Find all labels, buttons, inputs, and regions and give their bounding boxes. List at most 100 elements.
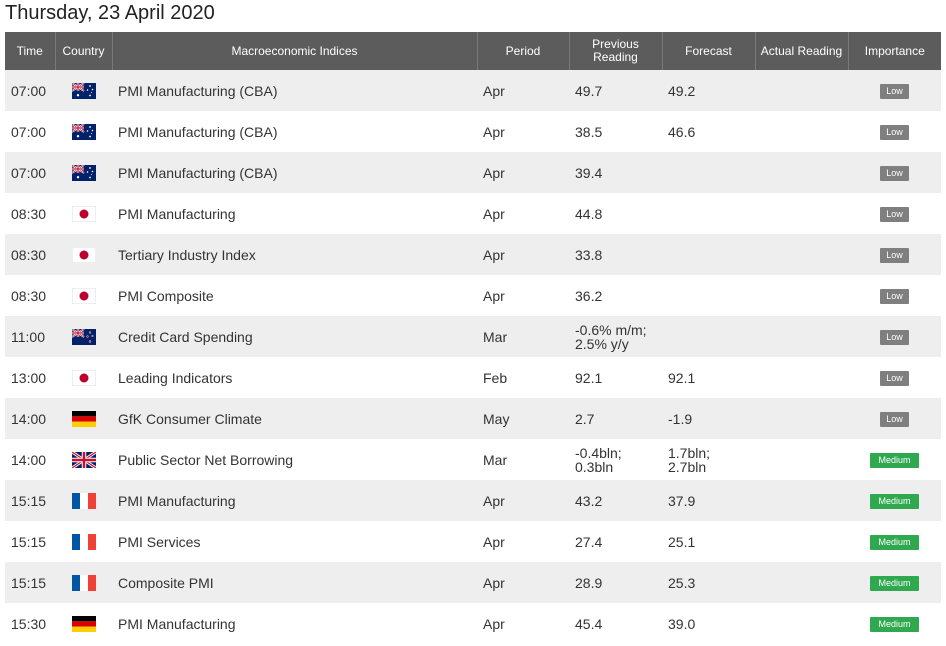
- time-cell: 07:00: [5, 70, 55, 111]
- forecast-cell: 1.7bln; 2.7bln: [662, 439, 755, 480]
- actual-reading-cell: [755, 70, 848, 111]
- index-name-cell: PMI Manufacturing: [112, 193, 477, 234]
- forecast-cell: 25.1: [662, 521, 755, 562]
- table-row: 13:00 Leading Indicators Feb 92.1 92.1 Low: [5, 357, 941, 398]
- forecast-cell: -1.9: [662, 398, 755, 439]
- importance-cell: Low: [848, 316, 941, 357]
- importance-badge: Medium: [870, 617, 919, 632]
- previous-reading-cell: 49.7: [569, 70, 662, 111]
- previous-reading-cell: 28.9: [569, 562, 662, 603]
- forecast-cell: [662, 316, 755, 357]
- index-name-cell: PMI Manufacturing (CBA): [112, 111, 477, 152]
- index-name-cell: PMI Manufacturing (CBA): [112, 152, 477, 193]
- table-row: 08:30 PMI Manufacturing Apr 44.8 Low: [5, 193, 941, 234]
- germany-flag-icon: [71, 615, 96, 632]
- importance-badge: Low: [880, 84, 909, 99]
- index-name-cell: PMI Composite: [112, 275, 477, 316]
- forecast-cell: 37.9: [662, 480, 755, 521]
- importance-badge: Low: [880, 248, 909, 263]
- forecast-cell: [662, 152, 755, 193]
- table-row: 15:15 PMI Services Apr 27.4 25.1 Medium: [5, 521, 941, 562]
- column-header-actual: Actual Reading: [755, 32, 849, 70]
- index-name-cell: Composite PMI: [112, 562, 477, 603]
- country-cell: [55, 603, 112, 644]
- period-cell: Mar: [477, 316, 569, 357]
- table-row: 14:00 Public Sector Net Borrowing Mar -0.4b…: [5, 439, 941, 480]
- actual-reading-cell: [755, 480, 848, 521]
- importance-cell: Medium: [848, 562, 941, 603]
- forecast-cell: 92.1: [662, 357, 755, 398]
- column-header-time: Time: [5, 32, 56, 70]
- previous-reading-cell: 39.4: [569, 152, 662, 193]
- importance-cell: Low: [848, 398, 941, 439]
- germany-flag-icon: [71, 410, 96, 427]
- period-cell: May: [477, 398, 569, 439]
- table-row: 15:15 PMI Manufacturing Apr 43.2 37.9 Medium: [5, 480, 941, 521]
- importance-badge: Low: [880, 207, 909, 222]
- previous-reading-cell: 43.2: [569, 480, 662, 521]
- forecast-cell: 39.0: [662, 603, 755, 644]
- actual-reading-cell: [755, 193, 848, 234]
- time-cell: 07:00: [5, 152, 55, 193]
- country-cell: [55, 70, 112, 111]
- time-cell: 11:00: [5, 316, 55, 357]
- importance-cell: Low: [848, 193, 941, 234]
- previous-reading-cell: 27.4: [569, 521, 662, 562]
- actual-reading-cell: [755, 562, 848, 603]
- forecast-cell: 49.2: [662, 70, 755, 111]
- actual-reading-cell: [755, 111, 848, 152]
- importance-cell: Medium: [848, 603, 941, 644]
- actual-reading-cell: [755, 521, 848, 562]
- importance-cell: Medium: [848, 480, 941, 521]
- column-header-importance: Importance: [848, 32, 941, 70]
- table-row: 07:00 PMI Manufacturing (CBA) Apr 38.5 46.6 L…: [5, 111, 941, 152]
- previous-reading-cell: -0.4bln; 0.3bln: [569, 439, 662, 480]
- period-cell: Apr: [477, 152, 569, 193]
- column-header-previous: Previous Reading: [569, 32, 663, 70]
- period-cell: Apr: [477, 234, 569, 275]
- previous-reading-cell: 33.8: [569, 234, 662, 275]
- period-cell: Apr: [477, 562, 569, 603]
- time-cell: 08:30: [5, 234, 55, 275]
- table-row: 11:00 Credit Card Spending Mar -0.6% m/m; 2.…: [5, 316, 941, 357]
- country-cell: [55, 152, 112, 193]
- country-cell: [55, 316, 112, 357]
- period-cell: Apr: [477, 275, 569, 316]
- country-cell: [55, 480, 112, 521]
- actual-reading-cell: [755, 316, 848, 357]
- importance-cell: Low: [848, 234, 941, 275]
- importance-badge: Low: [880, 330, 909, 345]
- index-name-cell: PMI Manufacturing (CBA): [112, 70, 477, 111]
- importance-badge: Low: [880, 125, 909, 140]
- importance-badge: Low: [880, 412, 909, 427]
- time-cell: 07:00: [5, 111, 55, 152]
- actual-reading-cell: [755, 275, 848, 316]
- country-cell: [55, 275, 112, 316]
- japan-flag-icon: [71, 369, 96, 386]
- actual-reading-cell: [755, 234, 848, 275]
- country-cell: [55, 111, 112, 152]
- period-cell: Apr: [477, 111, 569, 152]
- previous-reading-cell: 2.7: [569, 398, 662, 439]
- time-cell: 15:15: [5, 562, 55, 603]
- importance-badge: Low: [880, 371, 909, 386]
- forecast-cell: 25.3: [662, 562, 755, 603]
- actual-reading-cell: [755, 152, 848, 193]
- index-name-cell: Tertiary Industry Index: [112, 234, 477, 275]
- period-cell: Apr: [477, 480, 569, 521]
- importance-cell: Low: [848, 70, 941, 111]
- previous-reading-cell: 38.5: [569, 111, 662, 152]
- importance-cell: Low: [848, 111, 941, 152]
- table-row: 07:00 PMI Manufacturing (CBA) Apr 39.4 Low: [5, 152, 941, 193]
- importance-badge: Low: [880, 289, 909, 304]
- column-header-country: Country: [55, 32, 113, 70]
- table-row: 15:30 PMI Manufacturing Apr 45.4 39.0 Medium: [5, 603, 941, 644]
- economic-calendar-table: Time Country Macroeconomic Indices Perio…: [5, 32, 941, 644]
- france-flag-icon: [71, 574, 96, 591]
- japan-flag-icon: [71, 205, 96, 222]
- australia-flag-icon: [71, 123, 96, 140]
- importance-badge: Medium: [870, 494, 919, 509]
- time-cell: 14:00: [5, 398, 55, 439]
- new-zealand-flag-icon: [71, 328, 96, 345]
- time-cell: 15:15: [5, 480, 55, 521]
